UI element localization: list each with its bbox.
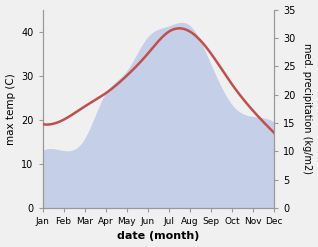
X-axis label: date (month): date (month) xyxy=(117,231,200,242)
Y-axis label: med. precipitation (kg/m2): med. precipitation (kg/m2) xyxy=(302,43,313,174)
Y-axis label: max temp (C): max temp (C) xyxy=(5,73,16,144)
